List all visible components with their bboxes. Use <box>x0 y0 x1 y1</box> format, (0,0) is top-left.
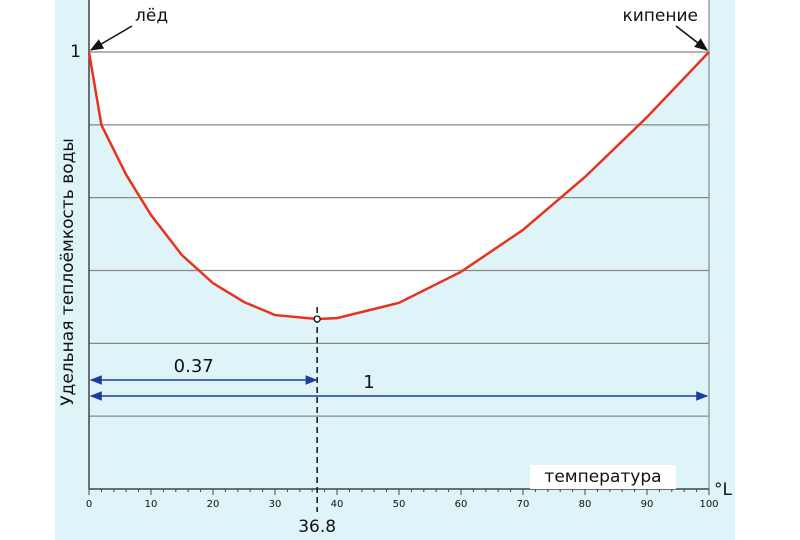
y-axis-label: Удельная теплоёмкость воды <box>58 138 78 406</box>
upper-area <box>89 0 709 320</box>
x-tick-label: 0 <box>86 499 92 510</box>
span-label: 0.37 <box>174 356 214 377</box>
x-tick-label: 10 <box>145 499 158 510</box>
start-arrow <box>89 25 133 51</box>
x-tick-label: 50 <box>393 499 406 510</box>
x-tick-label: 90 <box>641 499 654 510</box>
x-tick-label: 100 <box>699 499 718 510</box>
end-label: кипение <box>622 6 698 26</box>
y-tick-label: 1 <box>70 42 81 62</box>
x-tick-label: 40 <box>331 499 344 510</box>
marker-label: 36.8 <box>298 517 336 537</box>
x-tick-label: 80 <box>579 499 592 510</box>
x-tick-label: 60 <box>455 499 468 510</box>
span-label: 1 <box>363 372 374 393</box>
start-label: лёд <box>135 6 168 26</box>
curve <box>87 51 710 321</box>
marker-point <box>313 315 321 323</box>
x-tick-label: 20 <box>207 499 220 510</box>
x-unit: °L <box>714 480 733 500</box>
x-tick-label: 70 <box>517 499 530 510</box>
x-tick-label: 30 <box>269 499 282 510</box>
x-axis-label: температура <box>544 467 661 487</box>
end-arrow <box>675 25 709 51</box>
x-label-box <box>530 465 676 489</box>
